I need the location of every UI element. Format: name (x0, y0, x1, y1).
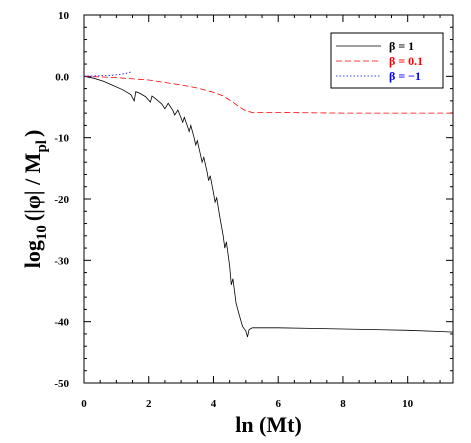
y-axis-title-subpl: pl (34, 140, 50, 153)
y-axis-title: log10 (|φ| / Mpl) (20, 130, 50, 269)
y-tick-label: -10 (54, 133, 69, 145)
y-axis-title-close: ) (20, 130, 45, 137)
x-axis-title: ln (Mt) (235, 412, 302, 437)
y-tick-label: -30 (54, 255, 69, 267)
y-axis-title-log: log (20, 240, 45, 268)
series-line-1 (83, 75, 454, 338)
series-line-3 (83, 71, 132, 77)
series-line-2 (83, 75, 453, 114)
x-tick-label: 8 (340, 398, 346, 410)
y-tick-label: -40 (54, 317, 69, 329)
legend-label-2: β = 0.1 (389, 54, 423, 68)
y-axis-title-middle: (|φ| / M (20, 152, 45, 221)
series-lines (83, 71, 454, 338)
legend: β = 1β = 0.1β = −1 (330, 32, 444, 89)
y-tick-label: -20 (54, 194, 69, 206)
x-tick-label: 0 (81, 398, 87, 410)
y-tick-label: -50 (54, 378, 69, 390)
x-tick-label: 10 (402, 398, 414, 410)
axis-ticks: 0 2 4 6 8 10 10 0.0 -10 -20 -30 -40 -50 (54, 10, 453, 410)
legend-label-3: β = −1 (389, 69, 421, 83)
legend-box (330, 32, 444, 89)
y-tick-label: 10 (58, 10, 70, 22)
y-tick-label: 0.0 (55, 71, 69, 83)
x-tick-label: 6 (275, 398, 281, 410)
x-tick-label: 4 (211, 398, 217, 410)
y-axis-title-sub10: 10 (34, 225, 50, 240)
x-tick-label: 2 (146, 398, 152, 410)
legend-label-1: β = 1 (389, 39, 414, 53)
